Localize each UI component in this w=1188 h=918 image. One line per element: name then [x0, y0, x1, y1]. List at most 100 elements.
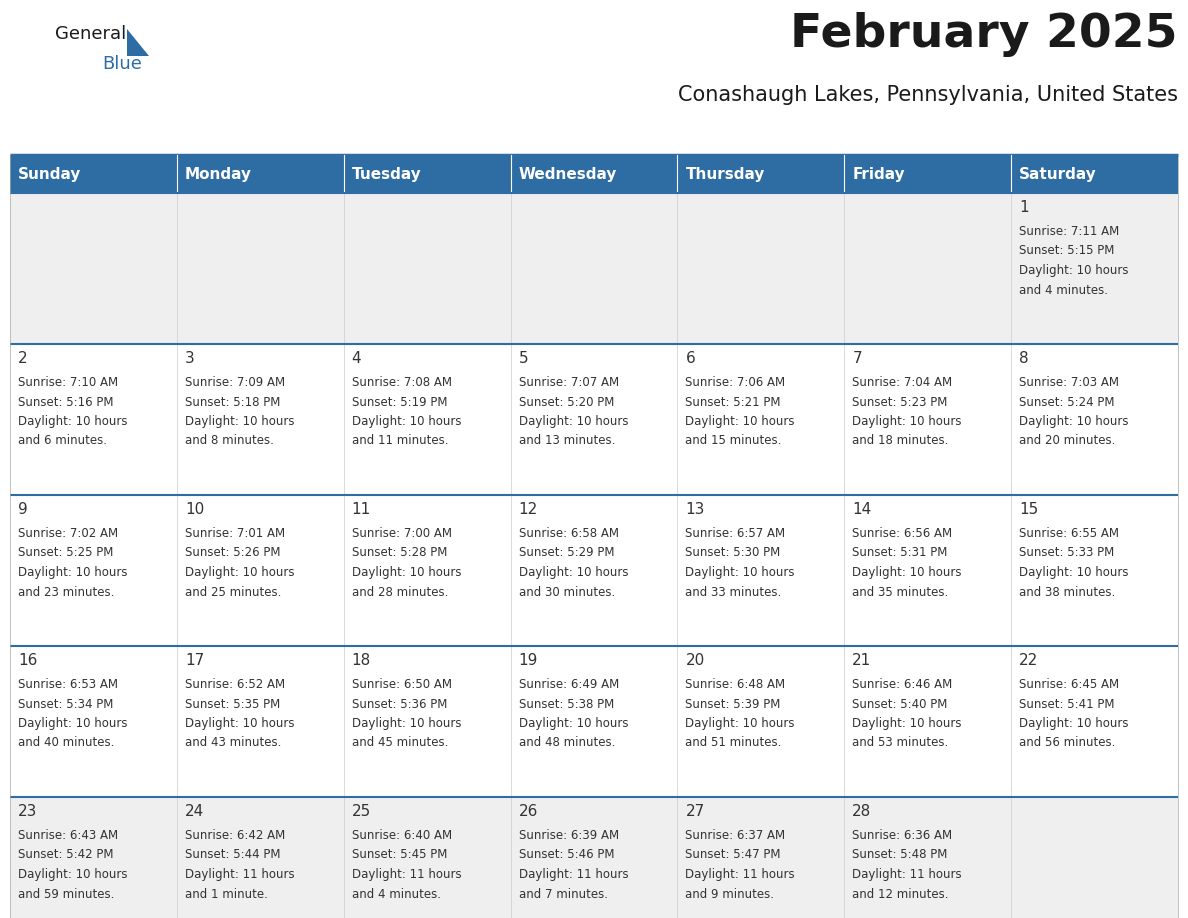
Text: Sunset: 5:18 PM: Sunset: 5:18 PM: [185, 396, 280, 409]
Text: Sunset: 5:21 PM: Sunset: 5:21 PM: [685, 396, 781, 409]
Bar: [10, 646, 177, 797]
Text: and 48 minutes.: and 48 minutes.: [519, 736, 615, 749]
Text: 1: 1: [1019, 200, 1029, 215]
Text: and 6 minutes.: and 6 minutes.: [18, 434, 107, 447]
Text: Daylight: 10 hours: Daylight: 10 hours: [1019, 566, 1129, 579]
Text: and 56 minutes.: and 56 minutes.: [1019, 736, 1116, 749]
Bar: [1011, 646, 1178, 797]
Text: Sunset: 5:23 PM: Sunset: 5:23 PM: [852, 396, 948, 409]
Text: 20: 20: [685, 653, 704, 668]
Text: General: General: [55, 25, 126, 43]
Text: Daylight: 11 hours: Daylight: 11 hours: [852, 868, 962, 881]
Text: 12: 12: [519, 502, 538, 517]
Text: Sunrise: 6:50 AM: Sunrise: 6:50 AM: [352, 678, 451, 691]
Bar: [511, 193, 677, 344]
Text: 23: 23: [18, 804, 37, 819]
Text: Sunrise: 6:42 AM: Sunrise: 6:42 AM: [185, 829, 285, 842]
Text: and 4 minutes.: and 4 minutes.: [352, 888, 441, 901]
Text: and 7 minutes.: and 7 minutes.: [519, 888, 607, 901]
Text: Daylight: 10 hours: Daylight: 10 hours: [852, 415, 962, 428]
Text: Sunrise: 6:55 AM: Sunrise: 6:55 AM: [1019, 527, 1119, 540]
Bar: [177, 155, 343, 193]
Text: Sunset: 5:31 PM: Sunset: 5:31 PM: [852, 546, 948, 559]
Text: 28: 28: [852, 804, 872, 819]
Text: Sunrise: 6:57 AM: Sunrise: 6:57 AM: [685, 527, 785, 540]
Text: 27: 27: [685, 804, 704, 819]
Bar: [343, 646, 511, 797]
Text: and 53 minutes.: and 53 minutes.: [852, 736, 948, 749]
Bar: [1011, 797, 1178, 918]
Text: and 30 minutes.: and 30 minutes.: [519, 586, 615, 599]
Text: Sunrise: 7:00 AM: Sunrise: 7:00 AM: [352, 527, 451, 540]
Text: Sunset: 5:42 PM: Sunset: 5:42 PM: [18, 848, 114, 861]
Bar: [1011, 495, 1178, 646]
Bar: [677, 646, 845, 797]
Text: Daylight: 10 hours: Daylight: 10 hours: [685, 717, 795, 730]
Text: Daylight: 10 hours: Daylight: 10 hours: [18, 566, 127, 579]
Text: 22: 22: [1019, 653, 1038, 668]
Text: Daylight: 10 hours: Daylight: 10 hours: [1019, 717, 1129, 730]
Text: Daylight: 11 hours: Daylight: 11 hours: [519, 868, 628, 881]
Text: Sunset: 5:19 PM: Sunset: 5:19 PM: [352, 396, 447, 409]
Text: Sunset: 5:46 PM: Sunset: 5:46 PM: [519, 848, 614, 861]
Bar: [1011, 193, 1178, 344]
Text: 18: 18: [352, 653, 371, 668]
Text: Thursday: Thursday: [685, 166, 765, 182]
Text: and 23 minutes.: and 23 minutes.: [18, 586, 114, 599]
Text: and 1 minute.: and 1 minute.: [185, 888, 267, 901]
Text: Sunset: 5:40 PM: Sunset: 5:40 PM: [852, 698, 948, 711]
Text: Daylight: 10 hours: Daylight: 10 hours: [519, 415, 628, 428]
Text: and 11 minutes.: and 11 minutes.: [352, 434, 448, 447]
Text: Sunrise: 6:43 AM: Sunrise: 6:43 AM: [18, 829, 118, 842]
Text: Sunset: 5:20 PM: Sunset: 5:20 PM: [519, 396, 614, 409]
Text: Daylight: 10 hours: Daylight: 10 hours: [185, 566, 295, 579]
Bar: [845, 495, 1011, 646]
Text: Daylight: 10 hours: Daylight: 10 hours: [852, 717, 962, 730]
Text: Conashaugh Lakes, Pennsylvania, United States: Conashaugh Lakes, Pennsylvania, United S…: [678, 85, 1178, 105]
Text: Sunset: 5:44 PM: Sunset: 5:44 PM: [185, 848, 280, 861]
Text: 15: 15: [1019, 502, 1038, 517]
Bar: [845, 797, 1011, 918]
Text: Sunrise: 7:04 AM: Sunrise: 7:04 AM: [852, 376, 953, 389]
Text: and 8 minutes.: and 8 minutes.: [185, 434, 273, 447]
Text: Sunrise: 6:45 AM: Sunrise: 6:45 AM: [1019, 678, 1119, 691]
Text: Sunset: 5:24 PM: Sunset: 5:24 PM: [1019, 396, 1114, 409]
Text: Sunrise: 6:37 AM: Sunrise: 6:37 AM: [685, 829, 785, 842]
Text: 8: 8: [1019, 351, 1029, 366]
Bar: [1011, 155, 1178, 193]
Bar: [10, 155, 177, 193]
Text: Sunrise: 6:36 AM: Sunrise: 6:36 AM: [852, 829, 953, 842]
Text: Daylight: 10 hours: Daylight: 10 hours: [519, 566, 628, 579]
Text: Daylight: 10 hours: Daylight: 10 hours: [185, 415, 295, 428]
Text: Sunset: 5:35 PM: Sunset: 5:35 PM: [185, 698, 280, 711]
Text: 14: 14: [852, 502, 872, 517]
Text: and 38 minutes.: and 38 minutes.: [1019, 586, 1116, 599]
Text: 25: 25: [352, 804, 371, 819]
Text: Sunrise: 7:08 AM: Sunrise: 7:08 AM: [352, 376, 451, 389]
Text: Sunrise: 7:07 AM: Sunrise: 7:07 AM: [519, 376, 619, 389]
Text: Sunrise: 7:09 AM: Sunrise: 7:09 AM: [185, 376, 285, 389]
Text: and 28 minutes.: and 28 minutes.: [352, 586, 448, 599]
Text: Sunset: 5:48 PM: Sunset: 5:48 PM: [852, 848, 948, 861]
Text: Sunset: 5:16 PM: Sunset: 5:16 PM: [18, 396, 114, 409]
Bar: [343, 344, 511, 495]
Text: 3: 3: [185, 351, 195, 366]
Text: Sunset: 5:39 PM: Sunset: 5:39 PM: [685, 698, 781, 711]
Bar: [677, 797, 845, 918]
Text: and 51 minutes.: and 51 minutes.: [685, 736, 782, 749]
Text: 16: 16: [18, 653, 37, 668]
Bar: [343, 797, 511, 918]
Text: Sunset: 5:45 PM: Sunset: 5:45 PM: [352, 848, 447, 861]
Text: Daylight: 10 hours: Daylight: 10 hours: [685, 566, 795, 579]
Bar: [845, 344, 1011, 495]
Text: Sunrise: 6:52 AM: Sunrise: 6:52 AM: [185, 678, 285, 691]
Bar: [845, 155, 1011, 193]
Text: 11: 11: [352, 502, 371, 517]
Bar: [10, 344, 177, 495]
Text: Daylight: 10 hours: Daylight: 10 hours: [352, 566, 461, 579]
Text: and 15 minutes.: and 15 minutes.: [685, 434, 782, 447]
Text: Sunrise: 7:06 AM: Sunrise: 7:06 AM: [685, 376, 785, 389]
Text: and 33 minutes.: and 33 minutes.: [685, 586, 782, 599]
Text: Sunrise: 6:49 AM: Sunrise: 6:49 AM: [519, 678, 619, 691]
Text: Daylight: 10 hours: Daylight: 10 hours: [352, 717, 461, 730]
